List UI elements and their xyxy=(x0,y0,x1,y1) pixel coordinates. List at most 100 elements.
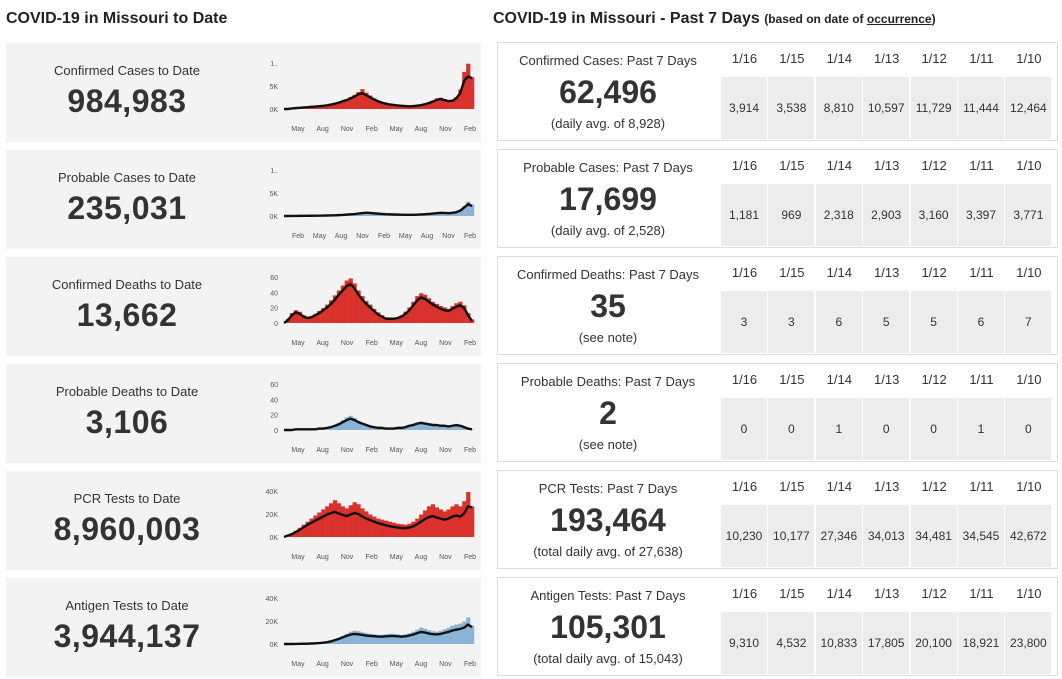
rolling-average-line xyxy=(283,282,473,324)
daily-bar xyxy=(458,301,463,323)
daily-bar xyxy=(336,422,342,430)
pcr-tests-past-7-days-total: 193,464 xyxy=(550,502,666,538)
daily-bar xyxy=(470,506,475,537)
daily-bar xyxy=(352,630,357,644)
x-tick-label: Nov xyxy=(442,233,455,240)
daily-bar xyxy=(442,99,447,109)
date-header: 1/15 xyxy=(779,586,805,601)
y-tick-label: 40 xyxy=(270,397,278,404)
daily-bar xyxy=(360,89,365,109)
confirmed-deaths-past-7-days-title: Confirmed Deaths: Past 7 Days xyxy=(516,267,700,282)
daily-bar xyxy=(446,509,451,537)
daily-bar xyxy=(470,625,475,644)
pcr-tests-to-date-value: 8,960,003 xyxy=(53,511,201,547)
occurrence-link[interactable]: occurrence xyxy=(866,12,932,26)
daily-bar xyxy=(348,415,353,430)
daily-bar xyxy=(364,212,369,216)
date-header: 1/14 xyxy=(826,479,852,494)
daily-bar xyxy=(423,510,428,537)
daily-bar xyxy=(438,97,443,109)
probable-deaths-to-date-title: Probable Deaths to Date xyxy=(55,384,199,399)
daily-value-cell: 5 xyxy=(863,291,910,353)
date-header: 1/13 xyxy=(874,265,900,280)
date-header: 1/15 xyxy=(779,265,805,280)
daily-bar xyxy=(438,425,443,430)
daily-bar xyxy=(423,103,428,109)
daily-value-cell: 0 xyxy=(910,398,957,460)
daily-bar xyxy=(325,104,330,109)
daily-bar xyxy=(376,518,381,537)
x-tick-label: Feb xyxy=(366,126,378,133)
x-tick-label: Nov xyxy=(439,126,452,133)
daily-bar xyxy=(344,508,349,537)
probable-cases-past-7-days-title: Probable Cases: Past 7 Days xyxy=(523,160,693,175)
daily-bar xyxy=(376,312,381,323)
daily-bar xyxy=(317,512,322,537)
antigen-tests-past-7-days-card: Antigen Tests: Past 7 Days 105,301 (total … xyxy=(497,577,1058,676)
daily-bar xyxy=(403,524,408,537)
date-header: 1/11 xyxy=(969,158,994,173)
x-tick-label: Aug xyxy=(316,126,329,133)
daily-bar xyxy=(376,634,381,644)
x-tick-label: Aug xyxy=(316,661,329,668)
daily-value-cell: 11,444 xyxy=(958,77,1004,139)
y-tick-label: 20K xyxy=(266,619,279,626)
daily-bar xyxy=(426,102,432,109)
date-header: 1/11 xyxy=(969,586,994,601)
daily-bar xyxy=(391,633,396,644)
daily-bar xyxy=(470,429,475,430)
daily-bar xyxy=(454,303,459,323)
x-tick-label: May xyxy=(291,447,305,454)
date-header: 1/12 xyxy=(921,372,947,387)
antigen-tests-sparkline-chart: 40K 20K 0K May Aug Nov Feb May Aug Nov Feb xyxy=(266,596,477,668)
date-header: 1/14 xyxy=(826,372,852,387)
date-header: 1/12 xyxy=(921,479,947,494)
daily-bar xyxy=(313,515,318,537)
date-header: 1/13 xyxy=(874,51,900,66)
x-tick-label: Feb xyxy=(464,340,476,347)
daily-bar xyxy=(329,300,334,323)
daily-bar xyxy=(450,425,455,430)
x-tick-label: Nov xyxy=(439,340,452,347)
y-tick-label: 20K xyxy=(266,512,279,519)
x-tick-label: May xyxy=(313,233,327,240)
daily-bar xyxy=(434,424,440,430)
daily-bar xyxy=(293,530,299,537)
date-header: 1/10 xyxy=(1016,479,1042,494)
y-tick-label: 5K xyxy=(269,191,278,198)
daily-bar xyxy=(438,630,443,644)
date-header: 1/14 xyxy=(826,265,852,280)
confirmed-cases-past-7-days-note: (daily avg. of 8,928) xyxy=(550,116,666,131)
daily-value-cell: 2,903 xyxy=(863,184,910,246)
daily-value-cell: 0 xyxy=(768,398,815,460)
date-header: 1/10 xyxy=(1016,158,1042,173)
daily-bar xyxy=(340,420,346,430)
antigen-tests-past-7-days-note: (total daily avg. of 15,043) xyxy=(533,651,683,666)
daily-bar xyxy=(399,105,404,109)
daily-value-cell: 3,771 xyxy=(1005,184,1052,246)
daily-bar xyxy=(395,105,400,109)
y-tick-label: 40K xyxy=(266,596,279,603)
daily-bar xyxy=(368,304,373,323)
probable-deaths-past-7-days-note: (see note) xyxy=(578,437,638,452)
date-header: 1/11 xyxy=(969,372,994,387)
daily-bar xyxy=(466,313,471,323)
x-tick-label: May xyxy=(390,126,404,133)
date-header: 1/10 xyxy=(1016,372,1042,387)
daily-bar xyxy=(399,634,404,644)
daily-bar xyxy=(391,318,396,323)
daily-bar xyxy=(430,631,436,644)
y-tick-label: 60 xyxy=(270,382,278,389)
date-header: 1/16 xyxy=(731,372,758,387)
date-header: 1/10 xyxy=(1016,51,1042,66)
daily-bar xyxy=(336,637,342,644)
daily-bar xyxy=(305,521,310,537)
daily-bar xyxy=(442,425,447,430)
daily-bar xyxy=(379,315,385,323)
daily-value-cell: 9,310 xyxy=(721,612,767,674)
confirmed-deaths-to-date-title: Confirmed Deaths to Date xyxy=(51,277,203,292)
daily-value-cell: 10,230 xyxy=(721,505,767,567)
daily-bar xyxy=(383,317,389,323)
x-tick-label: Feb xyxy=(464,554,476,561)
x-tick-label: Feb xyxy=(366,447,378,454)
